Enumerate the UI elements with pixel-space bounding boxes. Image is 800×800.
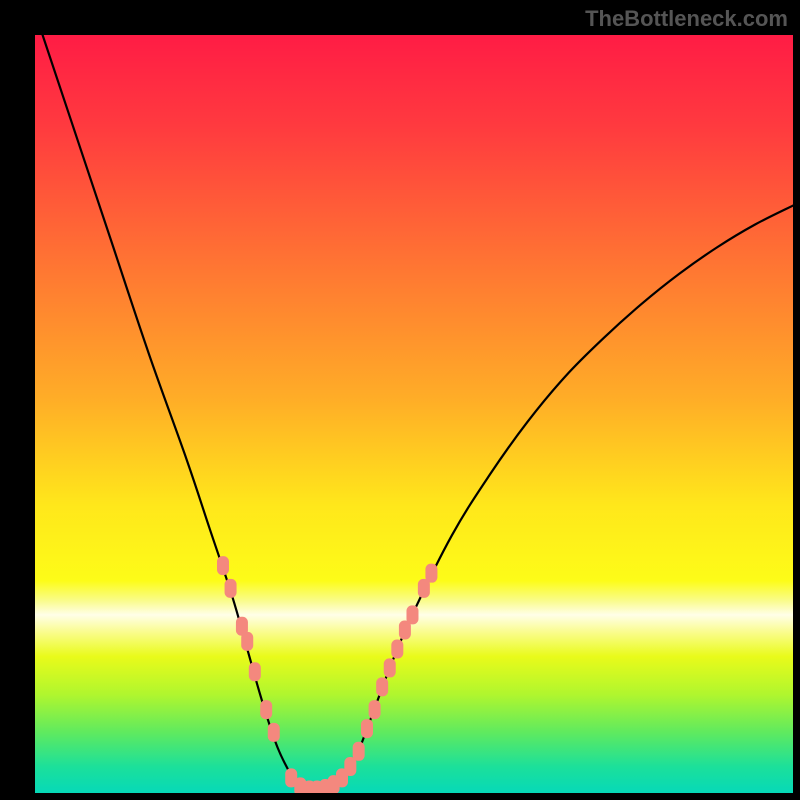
chart-background-gradient <box>35 35 793 793</box>
watermark-text: TheBottleneck.com <box>585 6 788 32</box>
chart-frame: TheBottleneck.com <box>0 0 800 800</box>
plot-area <box>35 35 793 793</box>
